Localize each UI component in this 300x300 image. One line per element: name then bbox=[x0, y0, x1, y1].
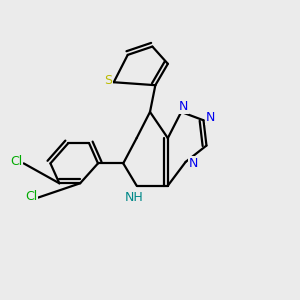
Text: NH: NH bbox=[124, 191, 143, 204]
Text: N: N bbox=[206, 111, 215, 124]
Text: N: N bbox=[188, 157, 198, 170]
Text: N: N bbox=[179, 100, 188, 113]
Text: Cl: Cl bbox=[25, 190, 37, 203]
Text: S: S bbox=[104, 74, 112, 87]
Text: Cl: Cl bbox=[10, 155, 22, 168]
